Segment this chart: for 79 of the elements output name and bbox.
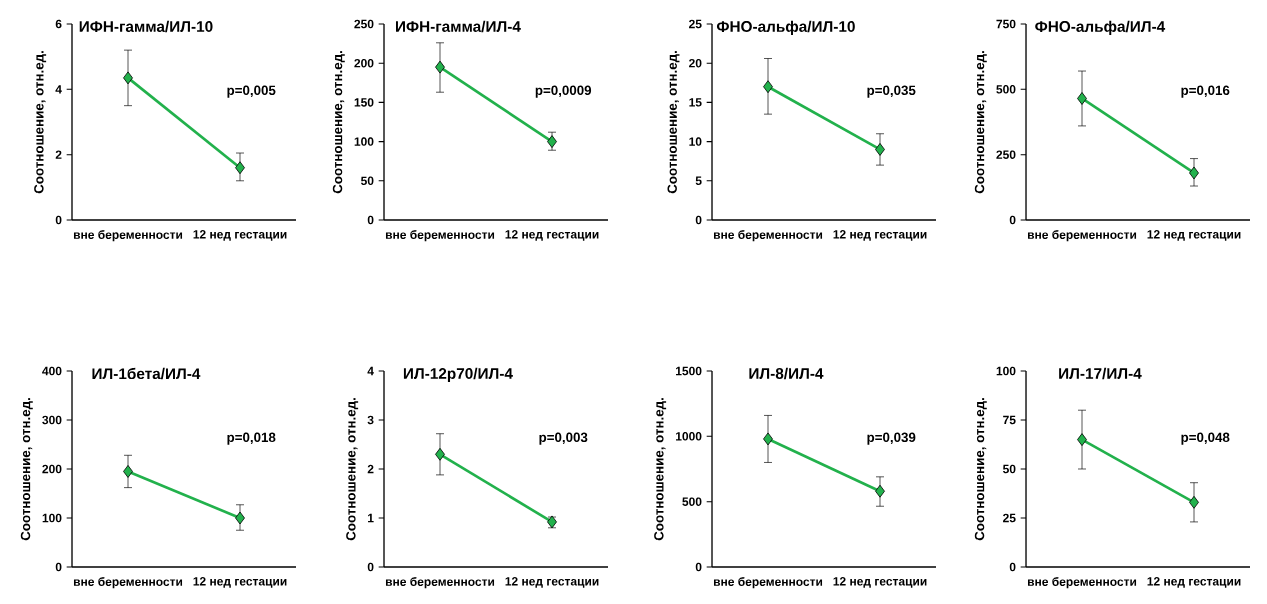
x-tick-label: 12 нед гестации: [1147, 230, 1241, 241]
y-tick-label: 25: [1003, 513, 1016, 523]
y-tick-label: 200: [354, 58, 374, 68]
annotation: p=0,016: [1181, 85, 1230, 98]
y-tick-label: 50: [360, 176, 374, 186]
y-tick-label: 1000: [676, 432, 702, 441]
y-tick-label: 100: [996, 366, 1016, 376]
chart-title: ИЛ-8/ИЛ-4: [749, 367, 824, 380]
y-tick-label: 150: [354, 98, 374, 107]
y-tick-label: 100: [354, 137, 374, 146]
y-tick-label: 0: [695, 562, 702, 572]
y-axis-title: Соотношение, отн.ед.: [974, 398, 987, 541]
chart-title: ФНО-альфа/ИЛ-4: [1035, 20, 1166, 35]
y-tick-label: 50: [1003, 464, 1016, 474]
y-axis-title: Соотношение, отн.ед.: [346, 398, 359, 541]
y-tick-label: 15: [689, 98, 702, 107]
chart-title: ИЛ-12р70/ИЛ-4: [403, 367, 513, 382]
x-tick-label: 12 нед гестации: [505, 230, 599, 241]
x-tick-label: 12 нед гестации: [833, 577, 927, 588]
y-tick-label: 300: [42, 415, 62, 425]
y-tick-label: 200: [42, 464, 62, 474]
chart-title: ИЛ-1бета/ИЛ-4: [92, 367, 201, 380]
y-tick-label: 20: [689, 58, 702, 68]
y-tick-label: 4: [55, 85, 62, 94]
y-axis-title: Соотношение, отн.ед.: [34, 51, 47, 194]
annotation: p=0,0009: [535, 85, 592, 98]
y-tick-label: 250: [996, 150, 1016, 159]
chart-title: ИФН-гамма/ИЛ-10: [79, 20, 213, 33]
chart-title: ФНО-альфа/ИЛ-10: [716, 20, 855, 35]
y-tick-label: 2: [55, 150, 62, 159]
y-axis-title: Соотношение, отн.ед.: [974, 51, 987, 194]
x-tick-label: вне беременности: [1027, 577, 1137, 589]
y-tick-label: 4: [367, 366, 374, 376]
y-tick-label: 0: [55, 215, 62, 225]
y-tick-label: 6: [55, 19, 62, 29]
x-tick-label: вне беременности: [1027, 230, 1137, 242]
annotation: p=0,003: [539, 432, 588, 445]
annotation: p=0,035: [867, 85, 916, 98]
annotation: p=0,039: [867, 432, 916, 445]
y-tick-label: 3: [367, 415, 374, 425]
x-tick-label: 12 нед гестации: [193, 577, 287, 588]
y-tick-label: 500: [682, 497, 702, 506]
annotation: p=0,005: [227, 85, 276, 98]
y-tick-label: 1: [368, 513, 374, 523]
y-tick-label: 5: [695, 176, 702, 185]
y-tick-label: 0: [55, 562, 62, 572]
y-tick-label: 0: [367, 562, 374, 572]
y-tick-label: 750: [996, 19, 1016, 29]
annotation: p=0,048: [1181, 432, 1230, 445]
y-tick-label: 0: [1009, 562, 1016, 572]
chart-title: ИЛ-17/ИЛ-4: [1059, 367, 1142, 380]
x-tick-label: 12 нед гестации: [193, 230, 287, 241]
y-axis-title: Соотношение, отн.ед.: [332, 51, 345, 194]
x-tick-label: 12 нед гестации: [505, 577, 599, 588]
y-axis-title: Соотношение, отн.ед.: [667, 51, 680, 194]
y-axis-title: Соотношение, отн.ед.: [20, 398, 33, 541]
y-tick-label: 100: [42, 513, 62, 523]
y-tick-label: 400: [42, 366, 62, 376]
x-tick-label: вне беременности: [713, 577, 823, 589]
x-tick-label: 12 нед гестации: [833, 230, 927, 241]
y-axis-title: Соотношение, отн.ед.: [654, 398, 667, 541]
y-tick-label: 75: [1003, 415, 1016, 425]
annotation: p=0,018: [227, 432, 276, 445]
chart-title: ИФН-гамма/ИЛ-4: [396, 20, 521, 33]
x-tick-label: 12 нед гестации: [1147, 577, 1241, 588]
y-tick-label: 500: [996, 85, 1016, 94]
x-tick-label: вне беременности: [713, 230, 823, 242]
y-tick-label: 25: [689, 19, 702, 29]
x-tick-label: вне беременности: [73, 577, 183, 589]
y-tick-label: 10: [689, 137, 702, 146]
y-tick-label: 0: [695, 215, 702, 225]
y-tick-label: 2: [367, 464, 374, 474]
y-tick-label: 0: [1009, 215, 1016, 225]
x-tick-label: вне беременности: [385, 230, 495, 242]
y-tick-label: 250: [354, 19, 374, 29]
y-tick-label: 0: [367, 215, 374, 225]
y-tick-label: 1500: [676, 366, 702, 376]
x-tick-label: вне беременности: [385, 577, 495, 589]
x-tick-label: вне беременности: [73, 230, 183, 242]
